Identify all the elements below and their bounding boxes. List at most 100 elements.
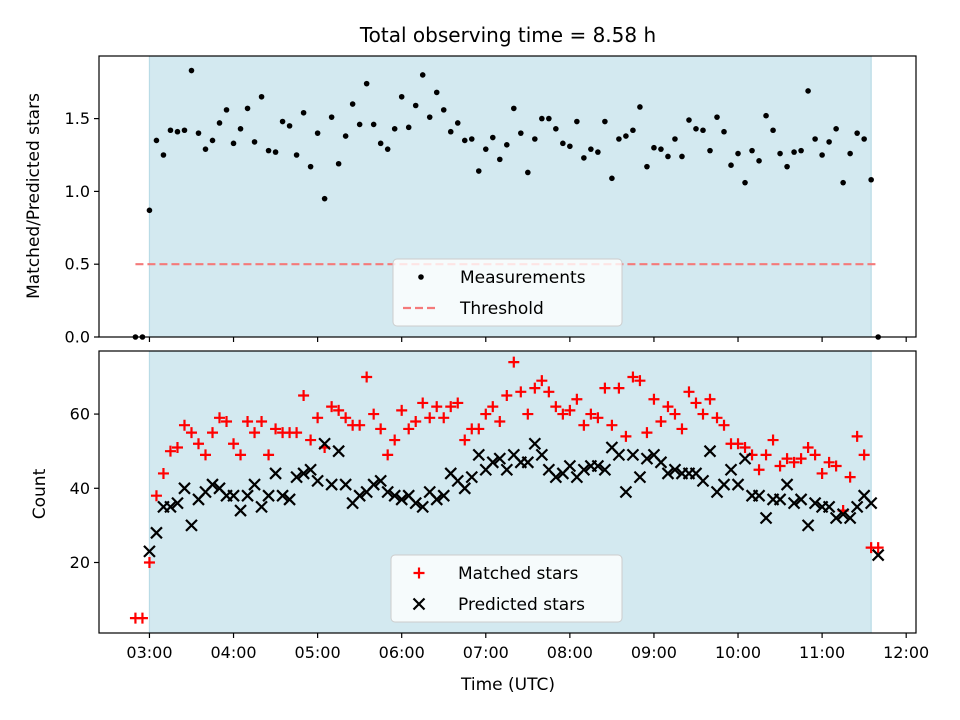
bottom-axes-frame [98, 350, 917, 634]
predicted-star-point [696, 474, 710, 488]
measurement-point [349, 101, 356, 107]
top-panel: 0.0 0.5 1.0 1.5 Measurements Threshold [65, 55, 917, 347]
measurement-point [363, 80, 370, 87]
x-tick-label: 08:00 [547, 643, 593, 662]
predicted-star-point [836, 507, 850, 521]
matched-star-point [403, 423, 415, 435]
matched-star-point [354, 419, 366, 431]
predicted-star-point [164, 500, 177, 514]
predicted-star-point [353, 489, 366, 502]
predicted-star-point [304, 463, 317, 477]
measurement-point [588, 146, 594, 152]
predicted-star-point [227, 489, 240, 502]
measurement-point [279, 118, 286, 125]
measurement-point [679, 153, 685, 160]
measurement-point [616, 136, 622, 142]
predicted-star-point [563, 459, 577, 473]
measurement-point [868, 176, 874, 183]
matched-star-point [767, 434, 779, 446]
matched-star-point [150, 490, 162, 502]
legend-label: Threshold [459, 299, 544, 319]
predicted-star-point [388, 489, 401, 502]
measurement-point [286, 123, 293, 129]
measurement-point [833, 125, 839, 132]
matched-star-point [361, 371, 373, 383]
measurement-point [496, 156, 503, 163]
matched-star-point [298, 390, 310, 402]
measurement-point [426, 114, 433, 120]
top-axes-frame [98, 55, 917, 338]
measurement-point [847, 150, 853, 157]
measurement-point [293, 152, 300, 158]
matched-star-point [732, 438, 744, 450]
predicted-star-point [150, 526, 163, 540]
predicted-star-point [822, 500, 836, 514]
predicted-star-point [591, 459, 605, 473]
predicted-star-point [486, 456, 500, 469]
predicted-star-point [143, 545, 156, 558]
measurement-point [539, 115, 545, 122]
matched-star-point [781, 453, 793, 465]
measurement-point [644, 163, 650, 170]
predicted-star-point [234, 504, 247, 517]
measurement-point [237, 125, 244, 132]
predicted-star-point [521, 456, 535, 469]
predicted-star-point [654, 456, 668, 469]
predicted-star-point [717, 478, 731, 491]
matched-star-point [235, 449, 247, 461]
matched-star-point [249, 427, 261, 439]
measurement-point [532, 136, 538, 142]
matched-star-point [207, 427, 219, 439]
measurement-point [461, 137, 468, 144]
measurement-point [335, 160, 342, 167]
measurement-point [581, 155, 587, 161]
predicted-star-point [185, 519, 198, 532]
matched-star-point [242, 416, 254, 427]
measurement-point [244, 105, 251, 112]
top-y-tick-label: 1.0 [65, 182, 90, 201]
bottom-y-tick-label: 20 [70, 553, 90, 572]
predicted-star-point [640, 452, 654, 465]
predicted-star-point [367, 478, 380, 491]
measurement-point [342, 133, 349, 139]
measurement-point [693, 125, 699, 132]
predicted-star-point [864, 496, 878, 510]
matched-star-point [522, 408, 534, 420]
measurement-point [791, 149, 797, 155]
matched-star-point [606, 419, 618, 431]
matched-star-point [641, 427, 653, 439]
measurement-point [412, 102, 419, 109]
predicted-star-point [325, 478, 338, 491]
matched-star-point [704, 393, 716, 405]
legend-matched-swatch [413, 567, 425, 579]
series-predicted-stars [143, 437, 885, 562]
matched-star-point [389, 434, 401, 446]
x-tick-label: 12:00 [883, 643, 929, 662]
x-tick-label: 03:00 [126, 643, 172, 662]
measurement-point [707, 147, 713, 154]
measurement-point [314, 130, 321, 136]
measurement-point [489, 134, 496, 141]
matched-star-point [396, 404, 408, 416]
matched-star-point [564, 404, 576, 416]
measurement-point [525, 169, 531, 176]
measurement-point [756, 158, 762, 164]
matched-star-point [445, 401, 457, 413]
matched-star-point [830, 460, 842, 472]
x-tick-label: 09:00 [631, 643, 677, 662]
measurement-point [475, 168, 482, 174]
matched-star-point [620, 430, 632, 442]
predicted-star-point [332, 444, 345, 458]
predicted-star-point [430, 493, 444, 506]
measurement-point [391, 125, 398, 132]
measurement-point [482, 146, 489, 152]
x-tick-label: 07:00 [463, 643, 509, 662]
top-y-tick-label: 0.5 [65, 255, 90, 274]
measurement-point [258, 93, 265, 100]
measurement-point [721, 128, 727, 135]
matched-star-point [788, 456, 800, 468]
measurement-point [223, 107, 230, 113]
predicted-star-point [437, 489, 451, 502]
matched-star-point [683, 386, 695, 398]
predicted-star-point [724, 463, 738, 477]
